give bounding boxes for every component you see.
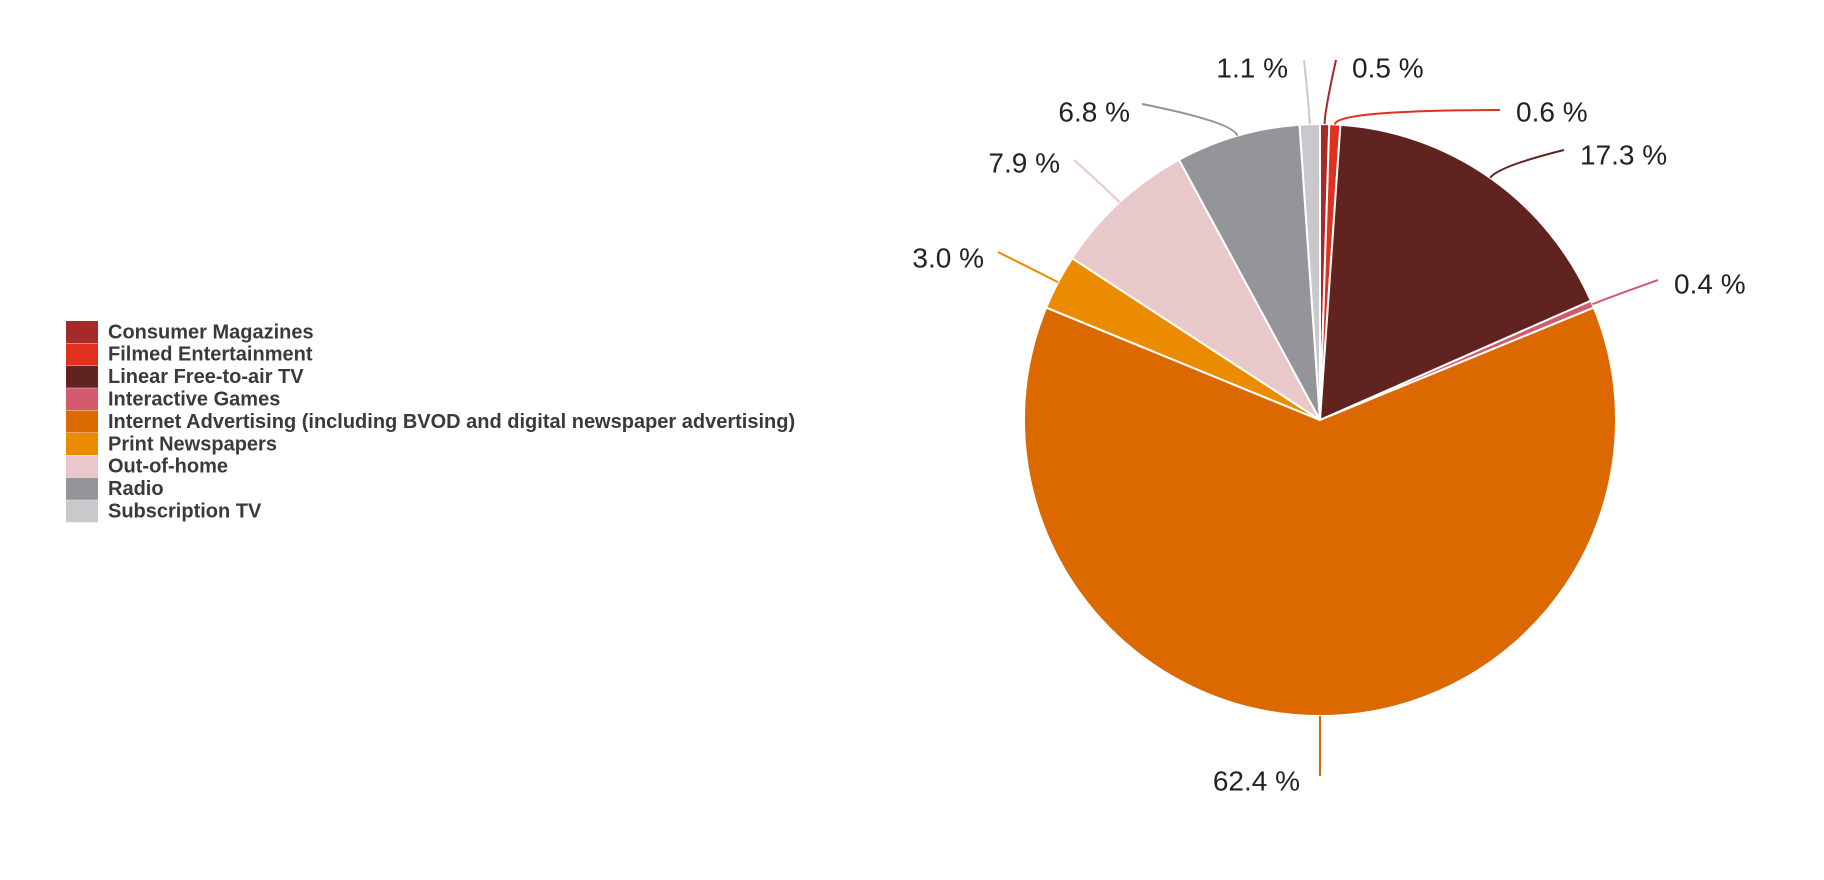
legend-label-filmed-entertainment: Filmed Entertainment: [108, 344, 313, 366]
legend-label-radio: Radio: [108, 478, 164, 500]
leader-line-out-of-home: [1073, 159, 1121, 203]
percentage-labels: 0.5 % 0.6 % 17.3 % 0.4 % 62.4 % 3.0 % 7.9 % 6.8…: [912, 52, 1745, 796]
legend-swatch-consumer-magazines: [66, 321, 98, 343]
slice-label-radio: 6.8 %: [1058, 96, 1130, 127]
legend-swatch-filmed-entertainment: [66, 343, 98, 366]
leader-line-filmed-entertainment: [1333, 109, 1501, 125]
pie-slice-radio: [1177, 123, 1321, 421]
legend-swatch-print-newspapers: [66, 433, 98, 455]
leader-line-print-newspapers: [997, 251, 1059, 284]
legend-label-out-of-home: Out-of-home: [108, 456, 228, 478]
slice-label-consumer-magazines: 0.5 %: [1352, 52, 1424, 83]
leader-line-linear-free-to-air-tv: [1489, 149, 1565, 179]
legend-swatch-out-of-home: [66, 455, 98, 478]
legend-swatch-radio: [66, 477, 98, 500]
leader-line-consumer-magazines: [1323, 59, 1337, 125]
legend-label-print-newspapers: Print Newspapers: [108, 433, 277, 455]
slice-label-print-newspapers: 3.0 %: [912, 242, 984, 273]
legend-label-interactive-games: Interactive Games: [108, 388, 280, 410]
legend-swatch-interactive-games: [66, 388, 98, 411]
slice-label-interactive-games: 0.4 %: [1674, 268, 1746, 299]
legend-swatch-subscription-tv: [66, 500, 98, 523]
slice-label-out-of-home: 7.9 %: [988, 147, 1060, 178]
slice-label-internet-advertising-including-bvod-and-digital-newspaper-advertising: 62.4 %: [1213, 765, 1300, 796]
slice-label-linear-free-to-air-tv: 17.3 %: [1580, 139, 1667, 170]
slice-label-subscription-tv: 1.1 %: [1216, 52, 1288, 83]
slice-label-filmed-entertainment: 0.6 %: [1516, 96, 1588, 127]
leader-line-subscription-tv: [1303, 59, 1311, 125]
leader-line-radio: [1141, 103, 1239, 137]
pie-slice-internet-advertising-including-bvod-and-digital-newspaper-advertising: [1023, 306, 1617, 717]
legend-label-internet-advertising-including-bvod-and-digital-newspaper-advertising: Internet Advertising (including BVOD and…: [108, 411, 795, 433]
legend-label-linear-free-to-air-tv: Linear Free-to-air TV: [108, 366, 304, 388]
legend-swatch-internet-advertising-including-bvod-and-digital-newspaper-advertising: [66, 410, 98, 433]
leader-line-interactive-games: [1592, 279, 1659, 306]
legend-swatch-linear-free-to-air-tv: [66, 365, 98, 388]
legend-label-consumer-magazines: Consumer Magazines: [108, 321, 314, 343]
pie-slices: [1023, 122, 1617, 717]
legend-label-subscription-tv: Subscription TV: [108, 500, 262, 522]
leader-lines: [997, 59, 1659, 776]
pie-slice-out-of-home: [1070, 158, 1321, 421]
pie-slice-linear-free-to-air-tv: [1318, 123, 1593, 422]
